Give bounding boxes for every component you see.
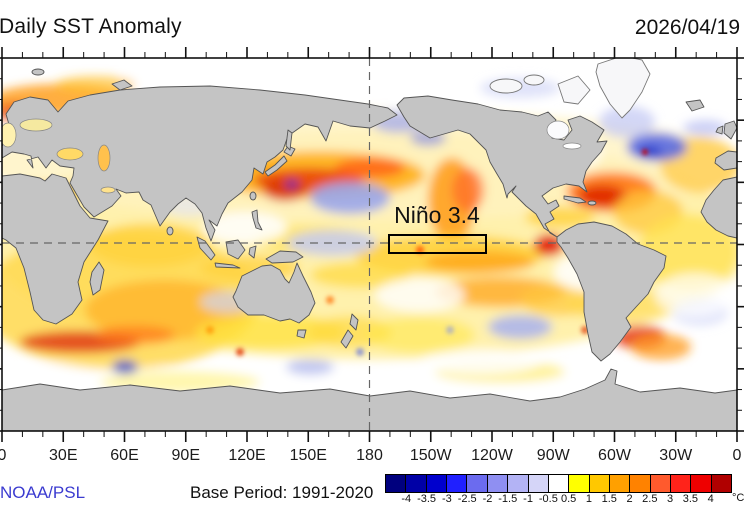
lon-tick-label: 150W bbox=[409, 447, 452, 464]
nino34-box bbox=[388, 234, 487, 254]
lon-tick-label: 60E bbox=[110, 447, 139, 464]
land-masses bbox=[2, 68, 737, 431]
lon-tick-label: 120E bbox=[228, 447, 266, 464]
page-title: Daily SST Anomaly bbox=[0, 15, 182, 38]
land-madagascar bbox=[89, 261, 105, 296]
colorbar-tick-label: -3 bbox=[441, 493, 452, 505]
colorbar bbox=[385, 474, 732, 493]
land-iceland bbox=[685, 99, 705, 112]
colorbar-tick-label: -4 bbox=[401, 493, 412, 505]
colorbar-tick-label: 3 bbox=[667, 493, 674, 505]
colorbar-cell bbox=[507, 475, 528, 492]
lon-tick-label: 0 bbox=[0, 447, 7, 464]
colorbar-cell bbox=[446, 475, 467, 492]
lon-tick-label: 120W bbox=[471, 447, 513, 464]
colorbar-cell bbox=[568, 475, 589, 492]
lon-tick-label: 0 bbox=[732, 447, 742, 464]
colorbar-cell bbox=[690, 475, 711, 492]
colorbar-tick-label: 2 bbox=[626, 493, 633, 505]
lon-tick-label: 150E bbox=[289, 447, 327, 464]
inland-seas bbox=[2, 118, 582, 194]
colorbar-tick-label: 1.5 bbox=[601, 493, 617, 505]
colorbar-cell bbox=[547, 475, 569, 492]
land-north-america bbox=[396, 95, 608, 238]
lon-tick-label: 90E bbox=[171, 447, 200, 464]
colorbar-cell bbox=[386, 475, 406, 492]
colorbar-cell bbox=[527, 475, 548, 492]
lon-tick-label: 90W bbox=[536, 447, 570, 464]
colorbar-cell bbox=[629, 475, 650, 492]
land-uk bbox=[723, 120, 737, 140]
map-interior bbox=[2, 58, 737, 431]
colorbar-cell bbox=[608, 475, 630, 492]
lon-tick-label: 60W bbox=[598, 447, 631, 464]
land-australia bbox=[232, 262, 316, 324]
land-baffin bbox=[557, 75, 591, 105]
colorbar-cell bbox=[466, 475, 487, 492]
colorbar-tick-label: -0.5 bbox=[538, 493, 558, 505]
land-new-zealand bbox=[340, 313, 359, 349]
colorbar-cell bbox=[670, 475, 691, 492]
land-africa bbox=[2, 173, 109, 325]
lon-tick-label: 180 bbox=[356, 447, 383, 464]
colorbar-tick-label: 0.5 bbox=[560, 493, 577, 505]
colorbar-tick-label: 1 bbox=[585, 493, 592, 505]
land-south-america bbox=[556, 221, 667, 362]
colorbar-cell bbox=[649, 475, 671, 492]
colorbar-tick-label: -2.5 bbox=[457, 493, 477, 505]
colorbar-cell bbox=[425, 475, 447, 492]
axis-ticks bbox=[0, 47, 744, 442]
land-west-africa bbox=[700, 176, 737, 239]
land-japan bbox=[264, 145, 296, 177]
colorbar-tick-label: -2 bbox=[482, 493, 493, 505]
land-iberia bbox=[714, 150, 737, 171]
colorbar-tick-label: -3.5 bbox=[417, 493, 437, 505]
credit-label: NOAA/PSL bbox=[0, 483, 86, 502]
land-new-guinea bbox=[265, 250, 304, 264]
lon-tick-label: 30E bbox=[49, 447, 78, 464]
colorbar-cell bbox=[710, 475, 732, 492]
colorbar-tick-label: 2.5 bbox=[642, 493, 658, 505]
land-cuba bbox=[563, 195, 587, 204]
lon-tick-label: 30W bbox=[659, 447, 693, 464]
colorbar-cell bbox=[486, 475, 508, 492]
nino34-label: Niño 3.4 bbox=[394, 202, 480, 228]
colorbar-cell bbox=[405, 475, 426, 492]
colorbar-tick-label: -1.5 bbox=[498, 493, 518, 505]
colorbar-tick-label: 3.5 bbox=[682, 493, 699, 505]
colorbar-unit: °C bbox=[732, 492, 744, 504]
colorbar-tick-label: -1 bbox=[523, 493, 533, 505]
land-eurasia bbox=[2, 85, 398, 242]
date-label: 2026/04/19 bbox=[634, 16, 740, 39]
land-tasmania bbox=[296, 329, 307, 339]
base-period-label: Base Period: 1991-2020 bbox=[190, 483, 374, 502]
colorbar-cell bbox=[588, 475, 609, 492]
colorbar-tick-label: 4 bbox=[707, 493, 714, 505]
